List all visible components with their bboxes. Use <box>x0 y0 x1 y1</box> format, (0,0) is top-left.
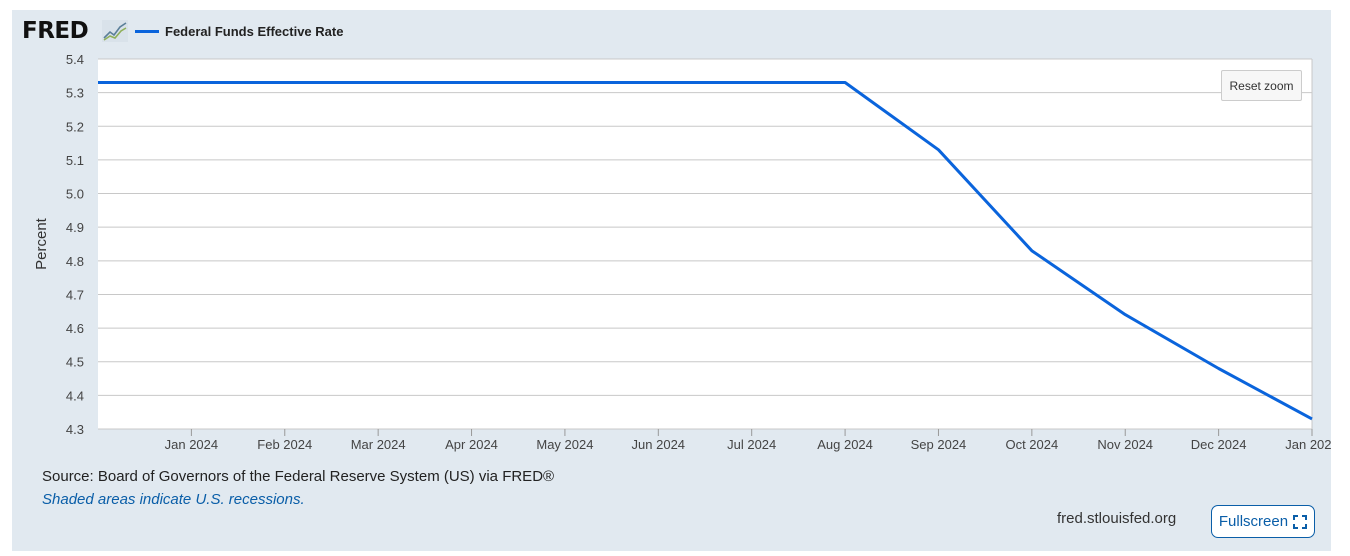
y-tick-label: 4.4 <box>66 388 84 403</box>
line-chart-icon <box>102 20 128 42</box>
legend-label: Federal Funds Effective Rate <box>165 23 344 39</box>
x-tick-label: Jul 2024 <box>727 437 776 452</box>
x-tick-label: May 2024 <box>536 437 593 452</box>
x-tick-label: Aug 2024 <box>817 437 873 452</box>
x-tick-label: Feb 2024 <box>257 437 312 452</box>
site-url[interactable]: fred.stlouisfed.org <box>1057 510 1177 527</box>
y-tick-label: 4.7 <box>66 287 84 302</box>
x-tick-label: Apr 2024 <box>445 437 498 452</box>
chart-legend[interactable]: Federal Funds Effective Rate <box>135 22 343 40</box>
y-tick-label: 5.3 <box>66 86 84 101</box>
source-note: Source: Board of Governors of the Federa… <box>42 468 555 485</box>
fullscreen-label: Fullscreen <box>1218 513 1289 530</box>
y-tick-label: 4.6 <box>66 321 84 336</box>
legend-swatch <box>135 29 159 33</box>
x-tick-label: Sep 2024 <box>911 437 967 452</box>
fullscreen-button[interactable]: Fullscreen <box>1211 505 1315 538</box>
y-tick-label: 5.4 <box>66 52 84 67</box>
x-tick-label: Jun 2024 <box>632 437 686 452</box>
x-tick-label: Nov 2024 <box>1097 437 1153 452</box>
x-tick-label: Oct 2024 <box>1005 437 1058 452</box>
series-line <box>98 81 1313 421</box>
y-tick-label: 4.9 <box>66 220 84 235</box>
recessions-note: Shaded areas indicate U.S. recessions. <box>42 491 305 508</box>
y-tick-label: 4.3 <box>66 422 84 437</box>
x-tick-label: Jan 2024 <box>165 437 219 452</box>
fred-logo[interactable]: FRED <box>22 18 89 44</box>
expand-corners-icon <box>1293 514 1308 529</box>
y-tick-label: 5.2 <box>66 119 84 134</box>
reset-zoom-button[interactable]: Reset zoom <box>1221 70 1302 101</box>
y-axis-title: Percent <box>33 217 50 270</box>
plot-area <box>98 59 1312 429</box>
x-tick-label: Jan 2025 <box>1285 437 1339 452</box>
y-tick-label: 5.0 <box>66 187 84 202</box>
y-tick-label: 4.5 <box>66 355 84 370</box>
x-tick-label: Mar 2024 <box>351 437 406 452</box>
right-mask <box>1331 0 1350 556</box>
y-tick-label: 5.1 <box>66 153 84 168</box>
x-tick-label: Dec 2024 <box>1191 437 1247 452</box>
y-tick-label: 4.8 <box>66 254 84 269</box>
